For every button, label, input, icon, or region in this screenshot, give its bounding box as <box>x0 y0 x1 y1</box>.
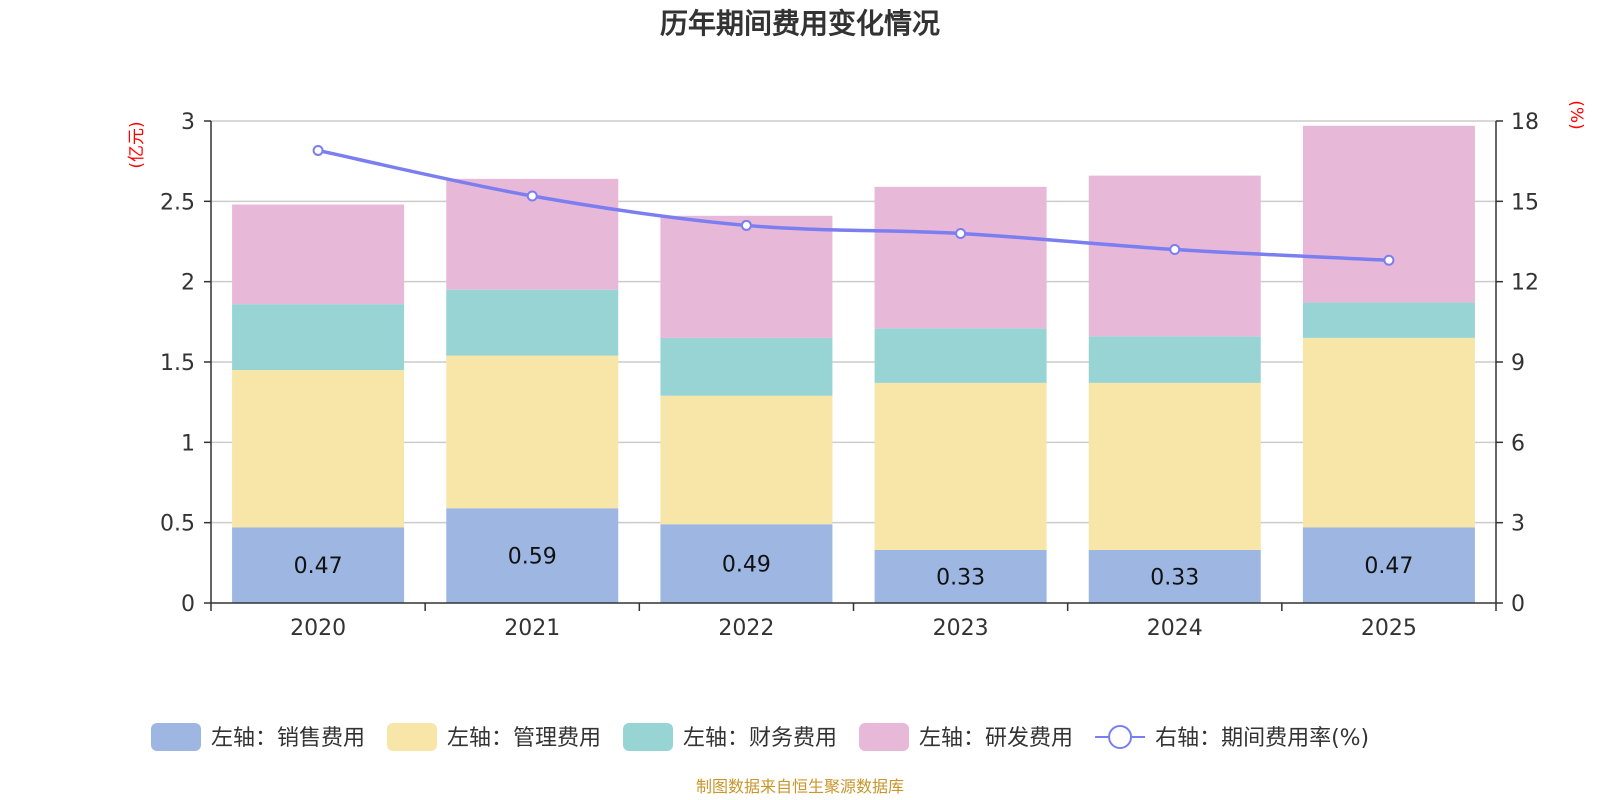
legend-circle-marker <box>1108 725 1133 749</box>
right-axis-tick-label: 18 <box>1511 110 1539 135</box>
axes: 0 0 0.5 3 1 6 1.5 9 2 12 2.5 15 3 18 2020 2021 2022 2023 2… <box>160 110 1539 641</box>
legend-label: 左轴：销售费用 <box>211 726 365 751</box>
x-axis-tick-label: 2021 <box>504 616 560 641</box>
bar-segment-2 <box>660 395 833 525</box>
x-axis-tick-label: 2024 <box>1147 616 1203 641</box>
right-axis-tick-label: 12 <box>1511 271 1539 296</box>
x-axis-tick-label: 2022 <box>718 616 774 641</box>
bar-segment-2 <box>874 382 1047 550</box>
x-axis-tick-label: 2023 <box>933 616 989 641</box>
left-axis-tick-label: 2 <box>181 271 195 296</box>
rate-point <box>526 190 538 202</box>
data-label: 0.47 <box>1364 554 1413 579</box>
legend-swatch-3 <box>623 723 674 751</box>
rate-point <box>1383 254 1395 266</box>
right-axis-tick-label: 15 <box>1511 190 1539 215</box>
bar-segment-3 <box>1088 336 1261 383</box>
rate-line-layer <box>312 144 1395 266</box>
legend-label: 右轴：期间费用率(%) <box>1155 726 1369 751</box>
bar-segment-3 <box>874 328 1047 383</box>
bar-segment-3 <box>1302 302 1475 338</box>
right-axis-tick-label: 0 <box>1511 592 1525 617</box>
left-axis-tick-label: 3 <box>181 110 195 135</box>
bar-segment-1 <box>232 527 405 603</box>
bar-segment-4 <box>1302 125 1475 303</box>
data-label: 0.33 <box>1150 565 1199 590</box>
right-axis-tick-label: 3 <box>1511 512 1525 537</box>
data-label: 0.33 <box>936 565 985 590</box>
legend-swatch-4 <box>859 723 910 751</box>
rate-point <box>740 219 752 231</box>
right-axis-tick-label: 9 <box>1511 351 1525 376</box>
x-axis-tick-label: 2025 <box>1361 616 1417 641</box>
bar-segment-1 <box>1302 527 1475 603</box>
chart-title: 历年期间费用变化情况 <box>660 7 940 40</box>
bar-segment-3 <box>660 337 833 396</box>
right-axis-unit: (%) <box>1566 100 1586 129</box>
rate-point <box>955 227 967 239</box>
bar-segment-4 <box>232 204 405 305</box>
legend-swatch-1 <box>151 723 201 751</box>
bar-layer <box>232 125 1475 603</box>
rate-point <box>1169 244 1181 256</box>
bar-segment-2 <box>446 355 619 509</box>
data-label: 0.47 <box>294 554 343 579</box>
legend-label: 左轴：财务费用 <box>683 726 837 751</box>
bar-segment-4 <box>660 215 833 338</box>
legend-label: 左轴：管理费用 <box>447 726 601 751</box>
data-label: 0.59 <box>508 545 557 570</box>
x-axis-tick-label: 2020 <box>290 616 346 641</box>
grid-lines <box>211 120 1496 524</box>
bar-segment-3 <box>446 289 619 356</box>
bar-segment-4 <box>874 186 1047 329</box>
left-axis-tick-label: 1.5 <box>160 351 195 376</box>
bar-segment-1 <box>446 508 619 603</box>
bar-segment-1 <box>874 549 1047 603</box>
left-axis-tick-label: 0.5 <box>160 512 195 537</box>
bar-segment-1 <box>660 524 833 603</box>
legend-swatch-2 <box>387 723 438 751</box>
rate-line <box>317 148 1390 262</box>
legend: 左轴：销售费用 左轴：管理费用 左轴：财务费用 左轴：研发费用 右轴：期间费用率(%) <box>151 723 1369 751</box>
bar-segment-3 <box>232 304 405 371</box>
left-axis-unit: (亿元) <box>127 121 147 168</box>
bar-segment-2 <box>1088 382 1261 550</box>
left-axis-tick-label: 0 <box>181 592 195 617</box>
bar-segment-2 <box>232 370 405 528</box>
data-label: 0.49 <box>722 553 771 578</box>
rate-point <box>312 144 324 156</box>
left-axis-tick-label: 1 <box>181 431 195 456</box>
bar-segment-1 <box>1088 549 1261 603</box>
right-axis-tick-label: 6 <box>1511 431 1525 456</box>
data-labels: 0.47 0.59 0.49 0.33 0.33 0.47 <box>294 545 1414 591</box>
left-axis-tick-label: 2.5 <box>160 190 195 215</box>
bar-segment-2 <box>1302 337 1475 528</box>
legend-label: 左轴：研发费用 <box>919 726 1073 751</box>
source-note: 制图数据来自恒生聚源数据库 <box>696 777 904 796</box>
bar-segment-4 <box>1088 175 1261 337</box>
